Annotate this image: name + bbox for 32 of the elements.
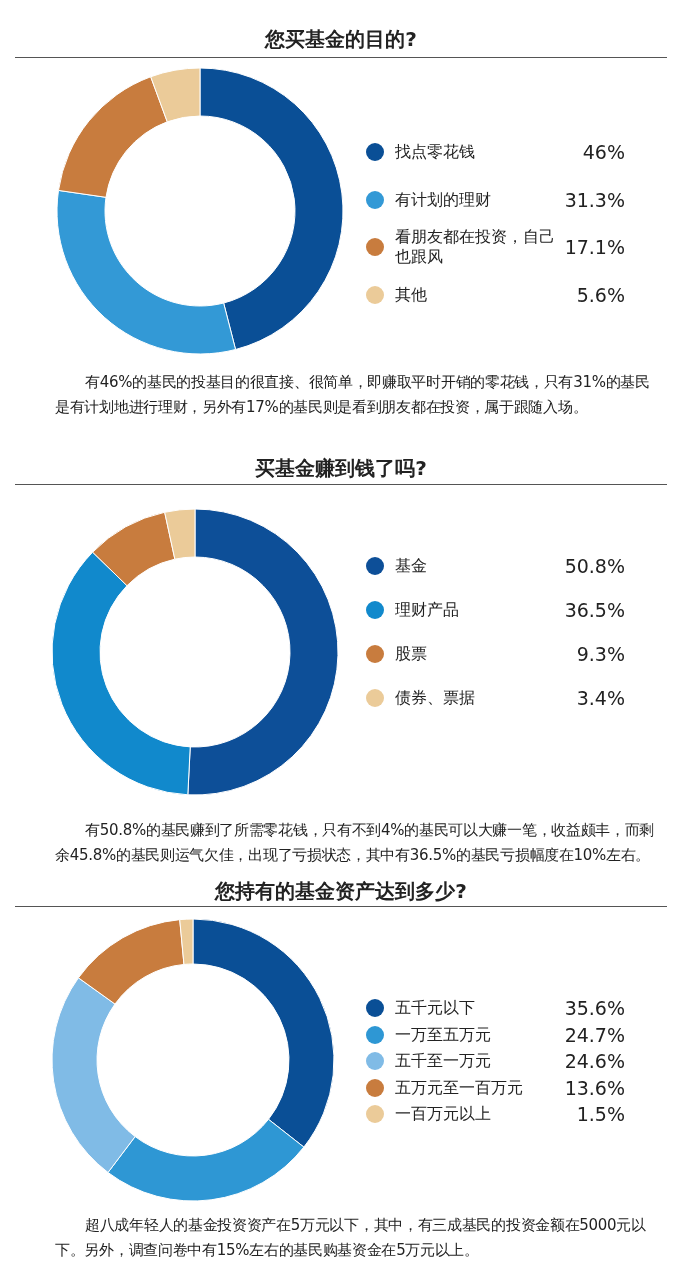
data-label: 46% bbox=[581, 141, 625, 163]
data-label: 9.3% bbox=[575, 643, 625, 665]
legend-label: 五千至一万元 bbox=[395, 1051, 492, 1071]
legend-label: 一百万元以上 bbox=[395, 1104, 492, 1124]
data-label: 17.1% bbox=[563, 236, 625, 258]
data-label: 5.6% bbox=[575, 283, 625, 306]
text: 有50.8%的基民赚到了所需零花钱，只有不到4%的基民可以大赚一笔，收益颇丰，而剩余45.8%的基民则运气欠佳，出现了亏损状态，其中有36.5%的基民亏损幅度在10%左右。 bbox=[55, 820, 655, 866]
legend-label: 有计划的理财 bbox=[395, 189, 492, 210]
data-label: 36.5% bbox=[563, 599, 625, 621]
chart-title: 您持有的基金资产达到多少? bbox=[213, 878, 468, 905]
chart-title: 您买基金的目的? bbox=[263, 26, 418, 53]
legend-label: 股票 bbox=[395, 644, 428, 664]
legend-label: 找点零花钱 bbox=[395, 142, 476, 162]
data-label: 50.8% bbox=[563, 555, 625, 577]
data-label: 35.6% bbox=[563, 997, 625, 1019]
data-label: 13.6% bbox=[563, 1076, 625, 1099]
legend-label: 看朋友都在投资，自己也跟风 bbox=[395, 227, 555, 267]
data-label: 24.7% bbox=[563, 1023, 625, 1046]
legend-label: 基金 bbox=[395, 556, 428, 576]
legend-label: 五万元至一百万元 bbox=[395, 1077, 524, 1098]
legend-label: 理财产品 bbox=[395, 600, 460, 620]
legend-label: 一万至五万元 bbox=[395, 1024, 492, 1045]
data-label: 3.4% bbox=[575, 687, 625, 709]
chart-title: 买基金赚到钱了吗? bbox=[254, 455, 428, 482]
text: 有46%的基民的投基目的很直接、很简单，即赚取平时开销的零花钱，只有31%的基民是有计划地进行理财，另外有17%的基民则是看到朋友都在投资，属于跟随入场。 bbox=[55, 372, 651, 418]
data-label: 24.6% bbox=[563, 1050, 625, 1072]
legend-label: 其他 bbox=[395, 284, 428, 305]
text: 超八成年轻人的基金投资资产在5万元以下，其中，有三成基民的投资金额在5000元以下。另外，调查问卷中有15%左右的基民购基资金在5万元以上。 bbox=[55, 1215, 647, 1261]
data-label: 1.5% bbox=[575, 1103, 625, 1125]
legend-label: 五千元以下 bbox=[395, 998, 476, 1018]
data-label: 31.3% bbox=[563, 188, 625, 211]
legend-label: 债券、票据 bbox=[395, 688, 476, 708]
